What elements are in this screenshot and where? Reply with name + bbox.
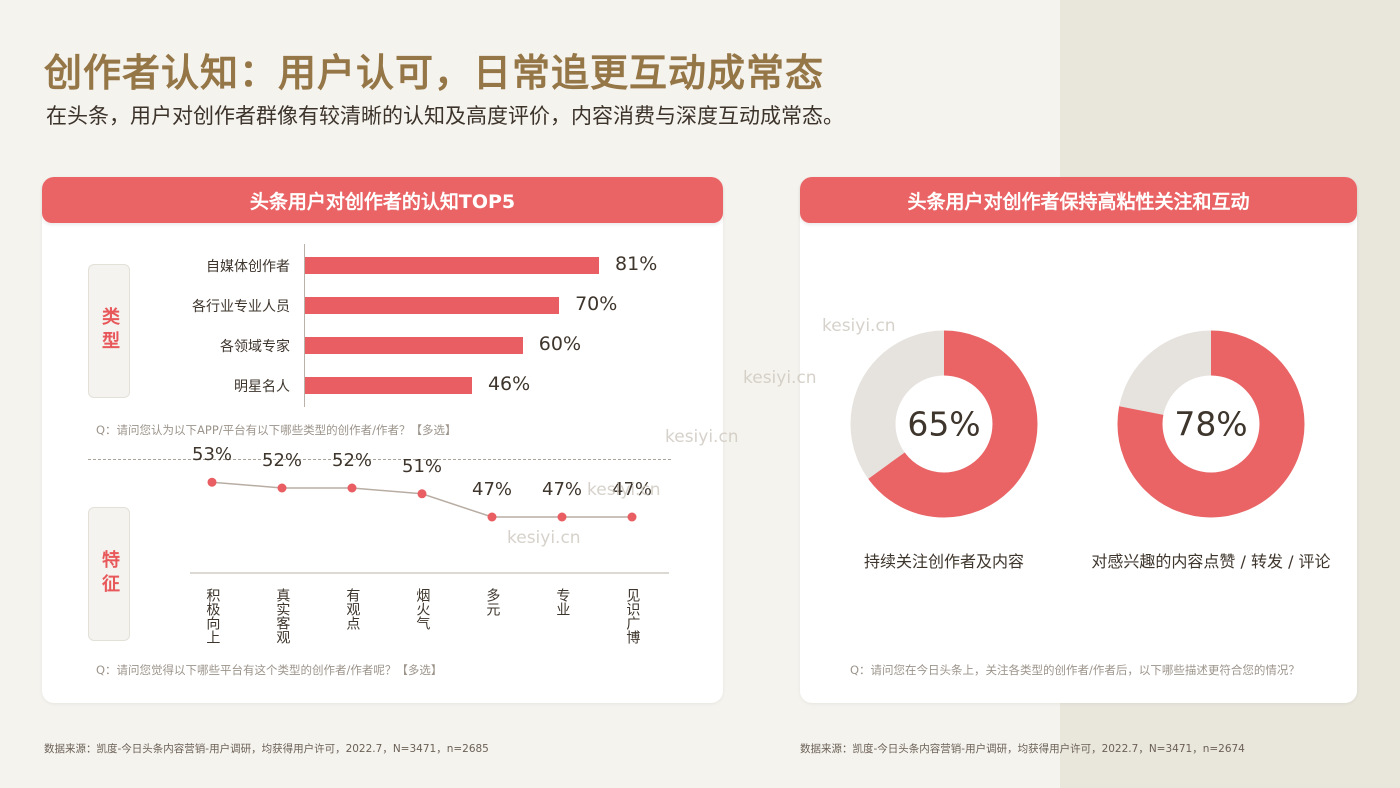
question-types: Q：请问您认为以下APP/平台有以下哪些类型的创作者/作者？【多选】 xyxy=(96,423,457,437)
point-value-label: 52% xyxy=(331,450,373,471)
card-header-right: 头条用户对创作者保持高粘性关注和互动 xyxy=(800,177,1357,223)
category-label: 真实客观 xyxy=(274,588,291,644)
donut-center-value: 78% xyxy=(1174,404,1248,444)
page-subtitle: 在头条，用户对创作者群像有较清晰的认知及高度评价，内容消费与深度互动成常态。 xyxy=(46,104,844,128)
line-chart xyxy=(190,477,669,574)
watermark: kesiyi.cn xyxy=(743,368,817,388)
point-value-label: 47% xyxy=(611,479,653,500)
bar-label: 自媒体创作者 xyxy=(206,259,290,275)
line-point xyxy=(487,512,497,522)
category-label: 专业 xyxy=(554,588,571,616)
bar-label: 各领域专家 xyxy=(220,339,290,355)
section-divider xyxy=(88,459,671,460)
category-label: 多元 xyxy=(484,588,501,616)
donut-charts xyxy=(850,330,1305,518)
creator-perception-card: 头条用户对创作者的认知TOP5 类型 自媒体创作者 81% 各行业专业人员 70% 各领… xyxy=(42,177,723,703)
line-point xyxy=(207,477,217,487)
watermark: kesiyi.cn xyxy=(507,528,581,548)
engagement-card: 头条用户对创作者保持高粘性关注和互动 65% 持续关注创作者及内容 78% 对感兴趣的… xyxy=(800,177,1357,703)
bar-value-label: 46% xyxy=(487,373,531,395)
point-value-label: 53% xyxy=(191,444,233,466)
donut-caption: 对感兴趣的内容点赞 / 转发 / 评论 xyxy=(1091,552,1331,571)
category-label: 有观点 xyxy=(344,588,361,630)
question-engagement: Q：请问您在今日头条上，关注各类型的创作者/作者后，以下哪些描述更符合您的情况？ xyxy=(850,663,1300,677)
bar xyxy=(305,337,523,354)
line-point xyxy=(417,489,427,499)
type-tag: 类型 xyxy=(88,264,130,398)
bar xyxy=(305,257,600,274)
donut-value-arc xyxy=(1117,330,1305,518)
card-header-left: 头条用户对创作者的认知TOP5 xyxy=(42,177,723,223)
bar xyxy=(305,297,560,314)
donut-center-value: 65% xyxy=(907,404,981,444)
bar-label: 各行业专业人员 xyxy=(192,299,290,315)
donut-value-arc xyxy=(850,330,1038,518)
line-point xyxy=(277,483,287,493)
question-features: Q：请问您觉得以下哪些平台有这个类型的创作者/作者呢？【多选】 xyxy=(96,663,443,677)
category-label: 见识广博 xyxy=(624,588,641,644)
point-value-label: 47% xyxy=(471,479,513,500)
point-value-label: 51% xyxy=(401,455,443,477)
data-source-left: 数据来源：凯度-今日头条内容营销-用户调研，均获得用户许可，2022.7，N=3… xyxy=(44,743,489,755)
bar-value-label: 60% xyxy=(538,333,582,355)
line-point xyxy=(347,483,357,493)
line-point xyxy=(627,512,637,522)
watermark: kesiyi.cn xyxy=(665,427,739,447)
category-label: 积极向上 xyxy=(204,588,221,644)
donut-caption: 持续关注创作者及内容 xyxy=(863,552,1025,571)
point-value-label: 52% xyxy=(261,450,303,471)
bar-value-label: 70% xyxy=(575,293,618,315)
data-source-right: 数据来源：凯度-今日头条内容营销-用户调研，均获得用户许可，2022.7，N=3… xyxy=(800,743,1245,755)
bar-value-label: 81% xyxy=(615,253,658,275)
bar xyxy=(305,377,472,394)
page-title: 创作者认知：用户认可，日常追更互动成常态 xyxy=(44,51,825,95)
watermark: kesiyi.cn xyxy=(822,316,896,336)
watermark: kesiyi.cn xyxy=(587,480,661,500)
bar-label: 明星名人 xyxy=(234,379,290,395)
point-value-label: 47% xyxy=(541,479,583,500)
category-label: 烟火气 xyxy=(414,588,431,630)
bar-axis xyxy=(304,244,305,407)
feature-tag: 特征 xyxy=(88,507,130,641)
line-point xyxy=(557,512,567,522)
